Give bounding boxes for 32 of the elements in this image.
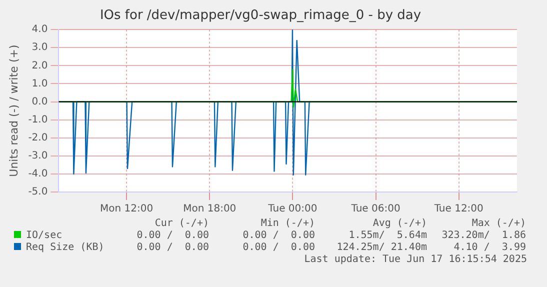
x-tick-label: Mon 18:00 [183,204,236,215]
text: 0.00 / 0.00 [242,242,315,254]
text: 0.00 / 0.00 [136,242,209,254]
text: Cur (-/+) [154,218,209,230]
text: 0.00 / 0.00 [242,230,315,242]
y-tick-label: -2.0 [28,132,48,144]
y-tick-label: 2.0 [32,60,48,72]
text: Last update: Tue Jun 17 16:15:54 2025 [303,254,527,266]
text: Max (-/+) [470,218,526,230]
legend-label: IO/sec [25,230,64,242]
text: 0.00 / 0.00 [136,230,209,242]
text: Avg (-/+) [372,218,427,230]
y-tick-label: -5.0 [28,186,48,198]
legend-label: Req Size (KB) [25,242,106,254]
y-tick-label: -4.0 [28,168,48,180]
y-tick-label: -1.0 [28,114,48,126]
y-tick-label: 3.0 [32,42,48,54]
y-tick-label: 0.0 [32,96,48,108]
x-tick-label: Tue 12:00 [433,204,484,215]
chart-title: IOs for /dev/mapper/vg0-swap_rimage_0 - by day [100,8,422,24]
text: 1.55m/ 5.64m [348,230,427,242]
y-tick-label: 4.0 [32,24,48,36]
x-tick-label: Tue 00:00 [267,204,318,215]
y-tick-label: 1.0 [32,78,48,90]
x-tick-label: Tue 06:00 [350,204,400,215]
x-tick-label: Mon 12:00 [100,204,154,215]
text: 4.10 / 3.99 [452,242,526,254]
text: 124.25m/ 21.40m [336,242,427,254]
text: 323.20m/ 1.86 [440,230,526,242]
text: Min (-/+) [260,218,315,230]
y-axis-title: Units read (-) / write (+) [7,44,20,177]
y-tick-label: -3.0 [28,150,48,162]
